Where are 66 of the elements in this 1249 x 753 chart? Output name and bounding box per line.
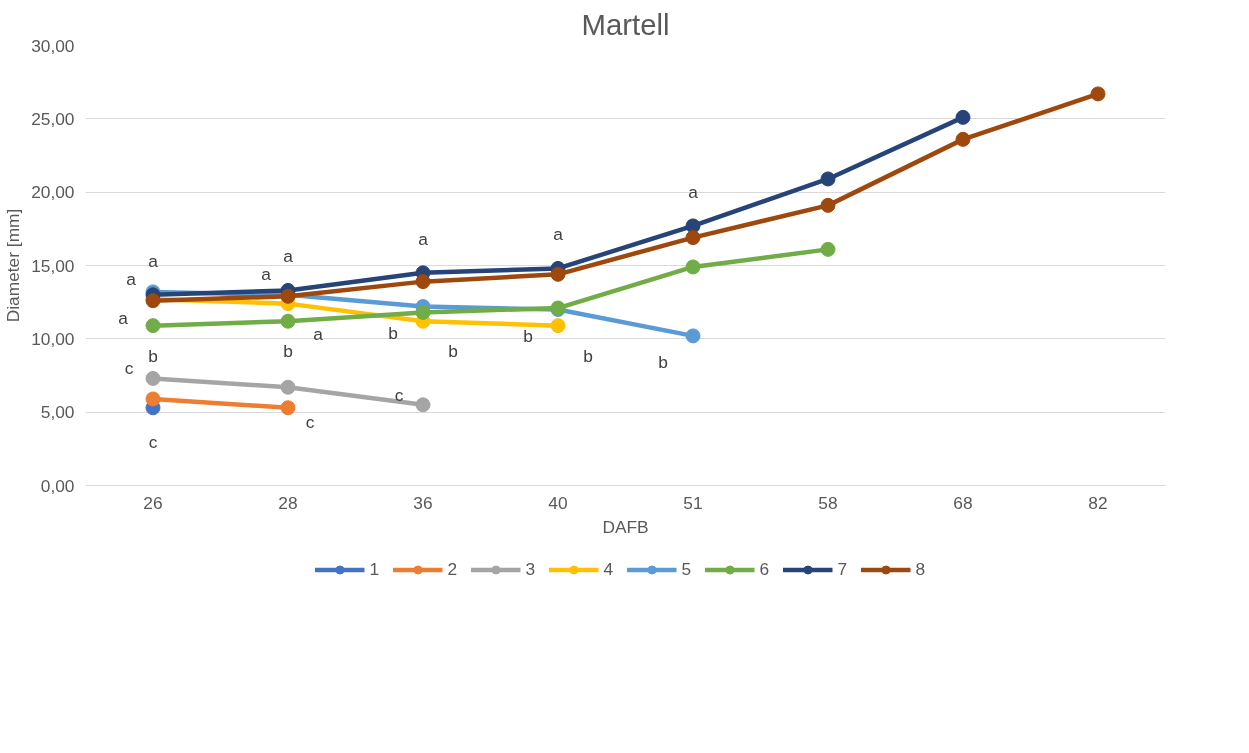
y-tick-label: 30,00 xyxy=(31,35,75,56)
x-axis-title: DAFB xyxy=(602,516,649,537)
data-label: a xyxy=(126,268,137,289)
legend-label: 7 xyxy=(837,558,849,580)
x-tick-label: 36 xyxy=(413,492,433,513)
point xyxy=(1090,86,1106,102)
chart-title: Martell xyxy=(581,7,670,41)
data-label: a xyxy=(313,323,324,344)
point xyxy=(820,171,836,187)
legend-label: 3 xyxy=(525,558,537,580)
point xyxy=(820,197,836,213)
point xyxy=(955,131,971,147)
data-label: c xyxy=(148,431,158,452)
x-tick-label: 40 xyxy=(548,492,568,513)
data-label: a xyxy=(418,228,429,249)
data-label: a xyxy=(553,224,564,245)
legend-label: 8 xyxy=(915,558,927,580)
data-label: a xyxy=(261,264,272,285)
point xyxy=(955,109,971,125)
point xyxy=(415,304,431,320)
y-tick-label: 25,00 xyxy=(31,108,75,129)
data-label: a xyxy=(148,250,159,271)
data-label: b xyxy=(583,345,593,366)
data-label: b xyxy=(523,325,533,346)
y-tick-label: 5,00 xyxy=(40,402,75,423)
x-tick-label: 58 xyxy=(818,492,838,513)
data-label: c xyxy=(124,358,134,379)
legend-label: 2 xyxy=(447,558,459,580)
data-label: a xyxy=(688,181,699,202)
y-tick-label: 20,00 xyxy=(31,182,75,203)
y-axis-title: Diameter [mm] xyxy=(3,208,24,323)
x-tick-label: 51 xyxy=(683,492,703,513)
data-label: c xyxy=(305,411,315,432)
data-label: a xyxy=(118,307,129,328)
legend-label: 4 xyxy=(603,558,615,580)
x-tick-label: 68 xyxy=(953,492,973,513)
point xyxy=(415,397,431,413)
point xyxy=(550,318,566,334)
y-tick-label: 10,00 xyxy=(31,328,75,349)
data-label: b xyxy=(283,341,293,362)
point xyxy=(145,318,161,334)
legend-label: 6 xyxy=(759,558,771,580)
legend-label: 5 xyxy=(681,558,693,580)
y-tick-label: 0,00 xyxy=(40,475,75,496)
x-tick-label: 28 xyxy=(278,492,298,513)
data-label: b xyxy=(148,345,158,366)
x-tick-label: 26 xyxy=(143,492,163,513)
data-label: c xyxy=(394,384,404,405)
point xyxy=(280,313,296,329)
y-tick-label: 15,00 xyxy=(31,255,75,276)
point xyxy=(280,400,296,416)
legend-label: 1 xyxy=(369,558,381,580)
point xyxy=(280,379,296,395)
data-label: b xyxy=(448,341,458,362)
point xyxy=(685,230,701,246)
point xyxy=(820,241,836,257)
data-label: b xyxy=(388,322,398,343)
point xyxy=(145,391,161,407)
x-tick-label: 82 xyxy=(1088,492,1108,513)
data-label: a xyxy=(283,246,294,267)
data-label: b xyxy=(658,351,668,372)
point xyxy=(145,370,161,386)
point xyxy=(685,259,701,275)
point xyxy=(685,328,701,344)
point xyxy=(415,274,431,290)
point xyxy=(550,266,566,282)
